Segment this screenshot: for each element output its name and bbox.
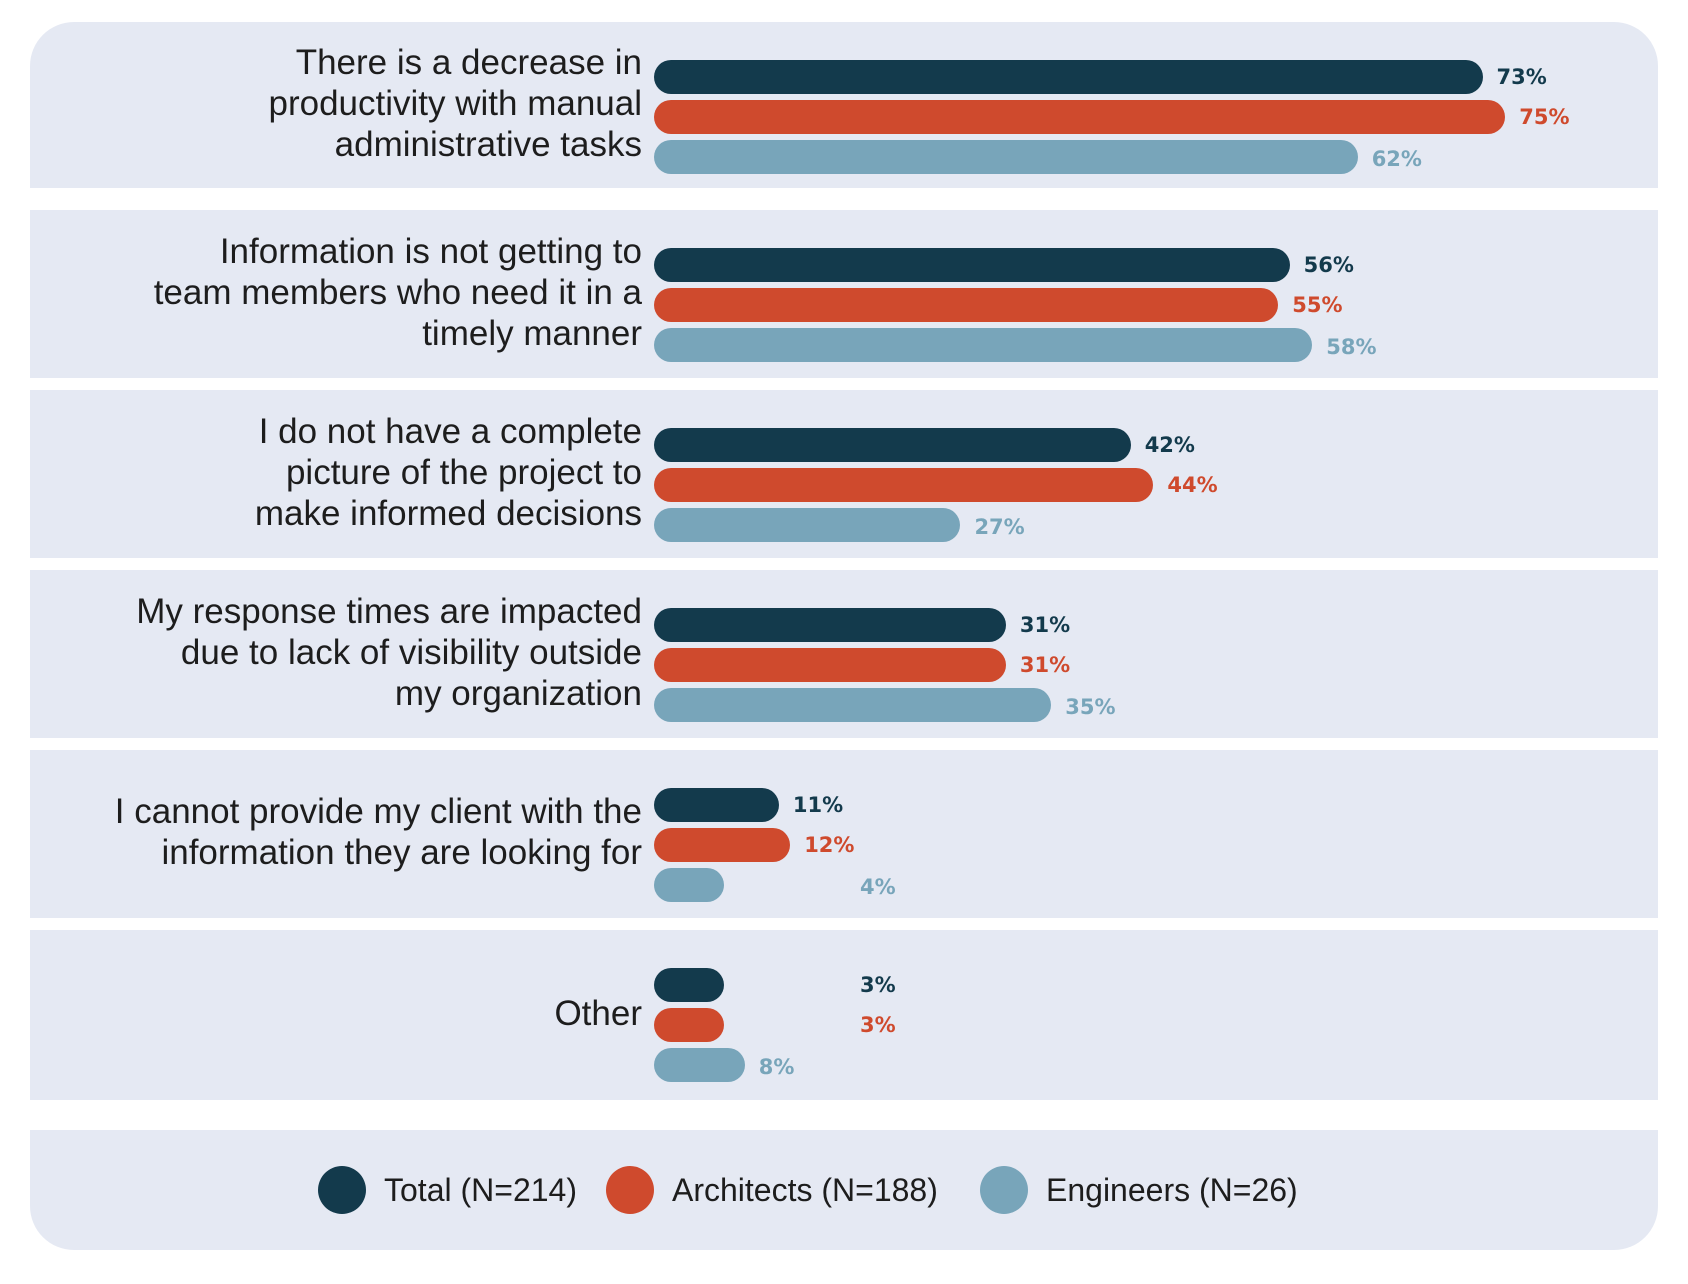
category-label: I cannot provide my client with the infor… [82,791,642,873]
bar-engineers [654,140,1358,174]
legend-label: Engineers (N=26) [1046,1171,1298,1208]
data-label: 35% [1065,695,1116,719]
data-label: 27% [974,515,1025,539]
bar-total [654,608,1006,642]
category-label-line: due to lack of visibility outside [180,633,642,672]
legend-item: Engineers (N=26) [980,1130,1298,1250]
category-band: There is a decrease in productivity with … [30,22,1658,188]
category-label-line: There is a decrease in [295,43,642,82]
bar-architects [654,828,791,862]
category-label-line: My response times are impacted [136,592,642,631]
bar-total [654,428,1131,462]
category-band: I do not have a complete picture of the p… [30,390,1658,558]
legend-swatch [980,1166,1028,1214]
data-label: 55% [1292,293,1343,317]
legend-swatch [318,1166,366,1214]
bar-architects [654,468,1154,502]
category-label: There is a decrease in productivity with … [82,42,643,165]
data-label: 42% [1144,433,1195,457]
category-label-line: productivity with manual [268,84,643,123]
category-label-line: timely manner [422,314,642,353]
chart-legend: Total (N=214) Architects (N=188) Engineers… [30,1130,1658,1250]
data-label: 75% [1519,105,1570,129]
data-label: 8% [758,1055,795,1079]
bar-engineers [654,688,1052,722]
category-label: Other [82,993,642,1034]
category-band: Other 3% 3% 8% [30,930,1658,1100]
bar-architects [654,1008,724,1042]
legend-label: Total (N=214) [384,1171,577,1208]
chart-card: There is a decrease in productivity with … [30,22,1658,1250]
category-label-line: information they are looking for [161,833,642,872]
data-label: 73% [1496,65,1547,89]
data-label: 58% [1326,335,1377,359]
data-label: 56% [1303,253,1354,277]
legend-swatch [606,1166,654,1214]
legend-item: Architects (N=188) [606,1130,938,1250]
data-label: 62% [1371,147,1422,171]
category-label-line: I cannot provide my client with the [114,792,642,831]
bar-engineers [654,328,1313,362]
category-band: I cannot provide my client with the infor… [30,750,1658,918]
category-label-line: Other [554,994,642,1033]
bar-engineers [654,1048,745,1082]
legend-item: Total (N=214) [318,1130,577,1250]
category-label: I do not have a complete picture of the p… [82,411,642,534]
data-label: 4% [860,875,896,899]
category-label-line: my organization [394,674,642,713]
data-label: 12% [804,833,855,857]
data-label: 31% [1019,653,1071,677]
bar-architects [654,288,1279,322]
category-label-line: I do not have a complete [258,412,642,451]
category-label-line: Information is not getting to [219,232,642,271]
bar-total [654,968,724,1002]
legend-label: Architects (N=188) [672,1171,938,1208]
bar-architects [654,648,1006,682]
data-label: 3% [860,1013,896,1037]
data-label: 31% [1019,613,1071,637]
data-label: 3% [860,973,896,997]
category-band: My response times are impacted due to lac… [30,570,1658,738]
category-label-line: administrative tasks [334,125,642,164]
category-label: Information is not getting to team member… [82,231,642,354]
data-label: 11% [792,793,844,817]
category-label-line: picture of the project to [285,453,642,492]
bar-architects [654,100,1506,134]
bar-total [654,248,1290,282]
bar-total [654,60,1483,94]
data-label: 44% [1167,473,1218,497]
bar-total [654,788,779,822]
bar-engineers [654,508,961,542]
category-label-line: make informed decisions [254,494,642,533]
category-band: Information is not getting to team member… [30,210,1658,378]
bar-engineers [654,868,724,902]
category-label: My response times are impacted due to lac… [82,591,642,714]
category-label-line: team members who need it in a [153,273,642,312]
